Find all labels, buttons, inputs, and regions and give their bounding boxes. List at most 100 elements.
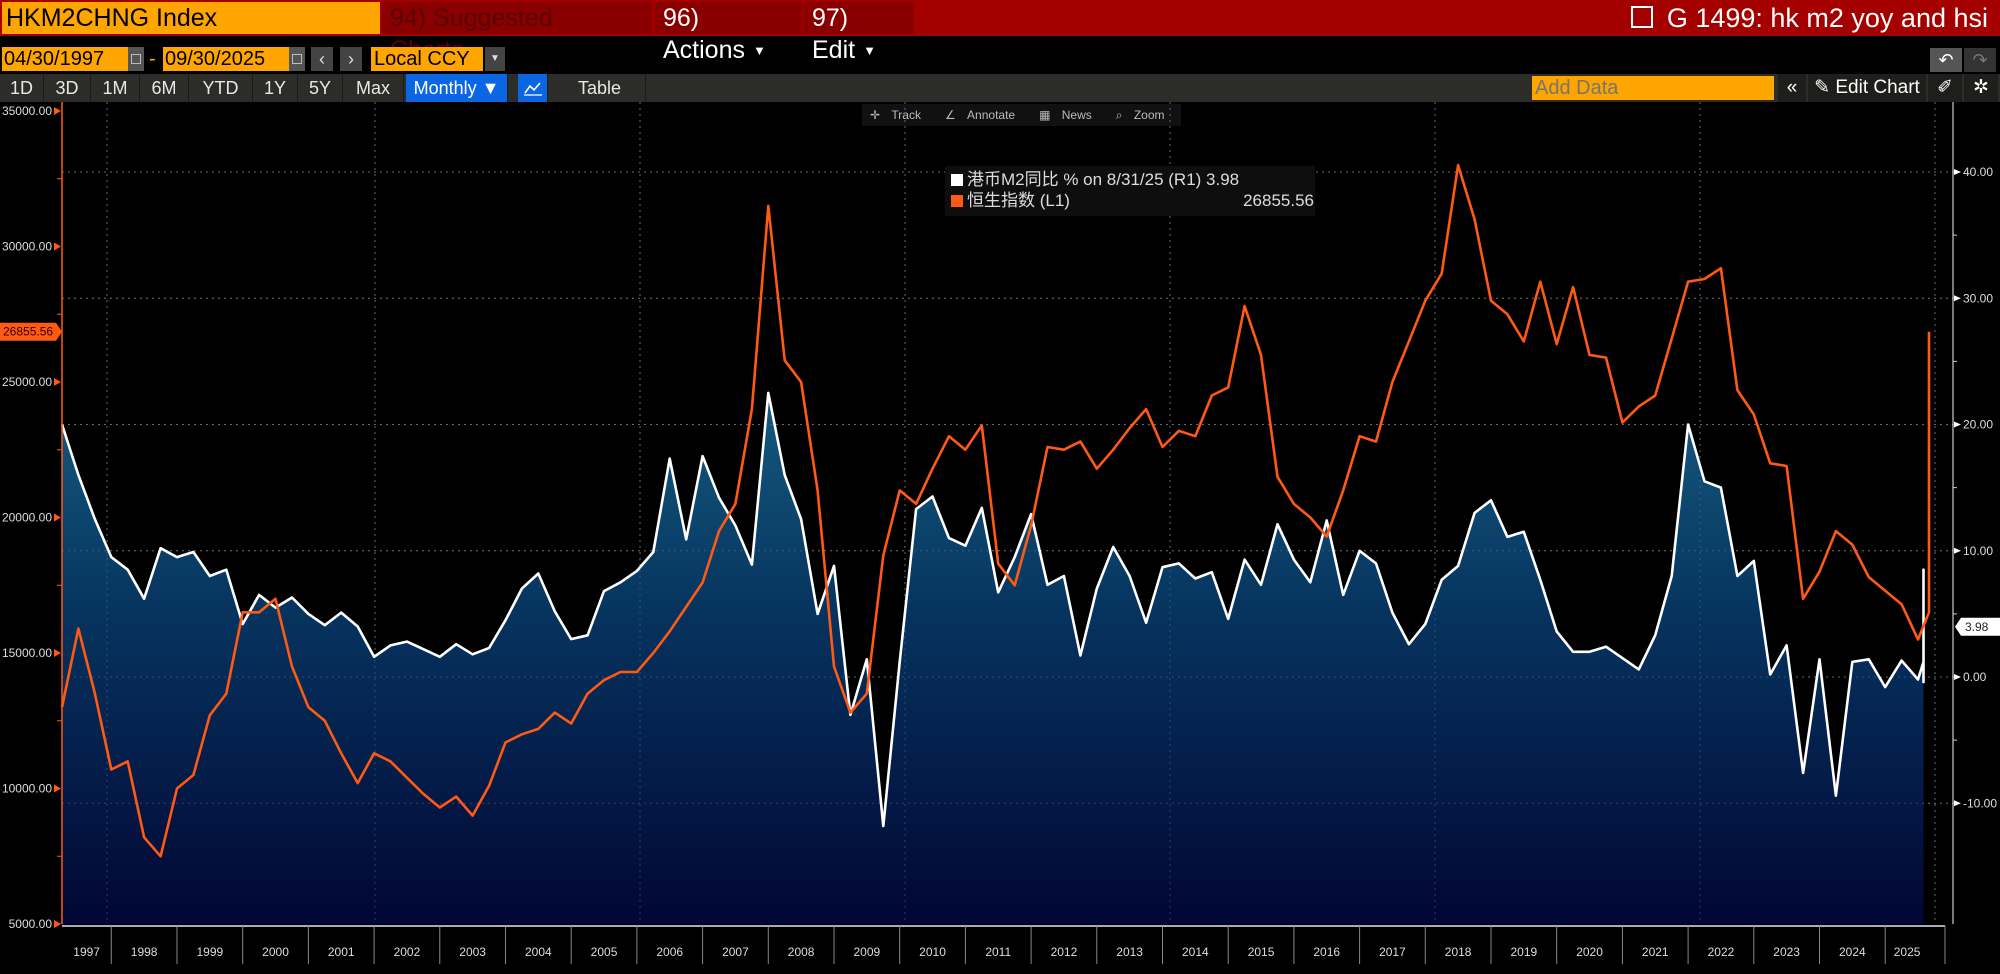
left-tick-marker [54, 513, 61, 522]
x-tick-label: 2000 [262, 945, 289, 959]
x-tick-label: 2010 [919, 945, 946, 959]
right-tick-marker [1954, 295, 1961, 302]
left-tick-marker [54, 242, 61, 251]
range-5y[interactable]: 5Y [298, 74, 343, 102]
edit-menu[interactable]: 97) Edit ▼ [804, 2, 914, 64]
x-axis: 1997 1998 1999 2000 2001 2002 2003 2004 2005 2006… [62, 925, 1946, 964]
range-ytd[interactable]: YTD [189, 74, 253, 102]
x-tick-label: 2009 [853, 945, 880, 959]
x-tick-label: 2016 [1313, 945, 1340, 959]
start-date-input[interactable]: 04/30/1997 [2, 47, 130, 71]
redo-button[interactable]: ↷ [1964, 48, 1996, 72]
external-link-icon[interactable] [1630, 6, 1653, 28]
zoom-tool[interactable]: ⌕ Zoom [1108, 104, 1181, 126]
end-date-input[interactable]: 09/30/2025 [163, 47, 291, 71]
title-bar: HKM2CHNG Index 94) Suggested Charts▼ 96)… [0, 0, 2000, 64]
annotate-label: Annotate [967, 108, 1016, 122]
legend-m2-label: 港币M2同比 % on 8/31/25 (R1) 3.98 [967, 170, 1240, 189]
actions-menu[interactable]: 96) Actions ▼ [655, 2, 802, 64]
x-tick-label: 1999 [196, 945, 223, 959]
x-tick-label: 2017 [1379, 945, 1406, 959]
legend-swatch-white [951, 174, 963, 186]
left-tick-marker [54, 920, 61, 928]
x-tick-label: 2020 [1576, 945, 1603, 959]
track-tool[interactable]: ✛ Track [862, 104, 937, 126]
frequency-select[interactable]: Monthly ▼ [406, 74, 508, 102]
left-tick-label: 25000.00 [2, 375, 52, 389]
x-tick-label: 2001 [328, 945, 355, 959]
hsi-series-line [60, 163, 1931, 858]
news-label: News [1061, 108, 1092, 122]
x-tick-label: 2005 [591, 945, 618, 959]
ticker-field[interactable]: HKM2CHNG Index [2, 2, 380, 34]
chart-canvas[interactable]: 5000.0010000.0015000.0020000.0025000.003… [0, 102, 2000, 974]
pencil-icon: ✎ [1814, 77, 1836, 98]
legend-hsi-label: 恒生指数 (L1) [967, 191, 1070, 210]
x-tick-label: 2003 [459, 945, 486, 959]
table-button[interactable]: Table [554, 74, 646, 102]
chart-legend: 港币M2同比 % on 8/31/25 (R1) 3.98 恒生指数 (L1) 2… [945, 166, 1315, 216]
x-tick-label: 2019 [1510, 945, 1537, 959]
calendar-icon[interactable] [128, 47, 144, 71]
news-tool[interactable]: ▦ News [1031, 104, 1108, 126]
right-tick-marker [1954, 421, 1961, 428]
annotate-tool[interactable]: ∠ Annotate [937, 104, 1031, 126]
right-tick-label: 10.00 [1963, 544, 1993, 558]
left-tick-marker [54, 649, 61, 657]
hsi-last-value-label: 26855.56 [3, 325, 53, 339]
edit-annotations-icon[interactable]: ✐ [1928, 74, 1962, 102]
x-tick-label: 2011 [985, 945, 1011, 959]
gear-icon[interactable]: ✲ [1964, 74, 1998, 102]
right-tick-label: 0.00 [1963, 670, 1987, 684]
hsi-last-value-badge [0, 322, 62, 341]
right-tick-label: 20.00 [1963, 418, 1993, 432]
right-tick-label: 40.00 [1963, 165, 1993, 179]
right-axis: -10.00 0.00 10.00 20.00 30.00 40.00 3.98 [1952, 102, 2000, 924]
legend-hsi-value: 26855.56 [1243, 191, 1314, 210]
next-period-button[interactable]: › [340, 47, 362, 71]
range-1d[interactable]: 1D [0, 74, 44, 102]
grid-lines-overlay [62, 102, 1955, 924]
line-chart-icon[interactable] [518, 74, 548, 102]
left-axis: 5000.00 10000.00 15000.00 20000.00 25000.00 3… [0, 102, 63, 931]
range-1m[interactable]: 1M [91, 74, 140, 102]
currency-select[interactable]: Local CCY [371, 47, 483, 71]
calendar-icon[interactable] [289, 47, 305, 71]
date-toolbar: 04/30/1997 - 09/30/2025 ‹ › Local CCY ▼ … [0, 44, 2000, 74]
undo-button[interactable]: ↶ [1930, 48, 1962, 72]
left-tick-marker [54, 784, 61, 793]
add-data-input[interactable] [1532, 76, 1774, 100]
left-tick-label: 35000.00 [2, 104, 52, 118]
left-tick-label: 20000.00 [2, 511, 52, 525]
range-1y[interactable]: 1Y [253, 74, 298, 102]
x-tick-label: 2023 [1773, 945, 1800, 959]
x-tick-label: 2004 [525, 945, 552, 959]
right-tick-label: 30.00 [1963, 291, 1993, 305]
left-tick-label: 30000.00 [2, 240, 52, 254]
right-tick-marker [1954, 674, 1961, 680]
right-tick-marker [1954, 800, 1961, 807]
previous-period-button[interactable]: ‹ [311, 47, 333, 71]
m2-area-fill [62, 392, 1924, 924]
x-tick-label: 2024 [1839, 945, 1866, 959]
range-toolbar: 1D 3D 1M 6M YTD 1Y 5Y Max Monthly ▼ Tabl… [0, 74, 2000, 102]
currency-dropdown-icon[interactable]: ▼ [485, 47, 505, 71]
collapse-button[interactable]: « [1778, 74, 1806, 102]
suggested-charts-menu[interactable]: 94) Suggested Charts▼ [382, 2, 652, 64]
track-label: Track [891, 108, 921, 122]
x-tick-label: 2015 [1248, 945, 1275, 959]
range-3d[interactable]: 3D [44, 74, 91, 102]
chart-title-text: G 1499: hk m2 yoy and hsi [1666, 3, 1988, 33]
x-tick-label: 2008 [788, 945, 815, 959]
edit-chart-button[interactable]: ✎ Edit Chart [1808, 74, 1926, 102]
zoom-label: Zoom [1133, 108, 1165, 122]
legend-swatch-orange [951, 195, 963, 207]
range-6m[interactable]: 6M [140, 74, 189, 102]
caret-down-icon: ▼ [752, 43, 766, 59]
range-max[interactable]: Max [343, 74, 404, 102]
left-tick-label: 10000.00 [2, 782, 52, 796]
x-tick-label: 1998 [131, 945, 158, 959]
left-tick-marker [54, 378, 61, 386]
chart-title: G 1499: hk m2 yoy and hsi [1630, 2, 1988, 34]
x-tick-label: 1997 [73, 945, 100, 959]
